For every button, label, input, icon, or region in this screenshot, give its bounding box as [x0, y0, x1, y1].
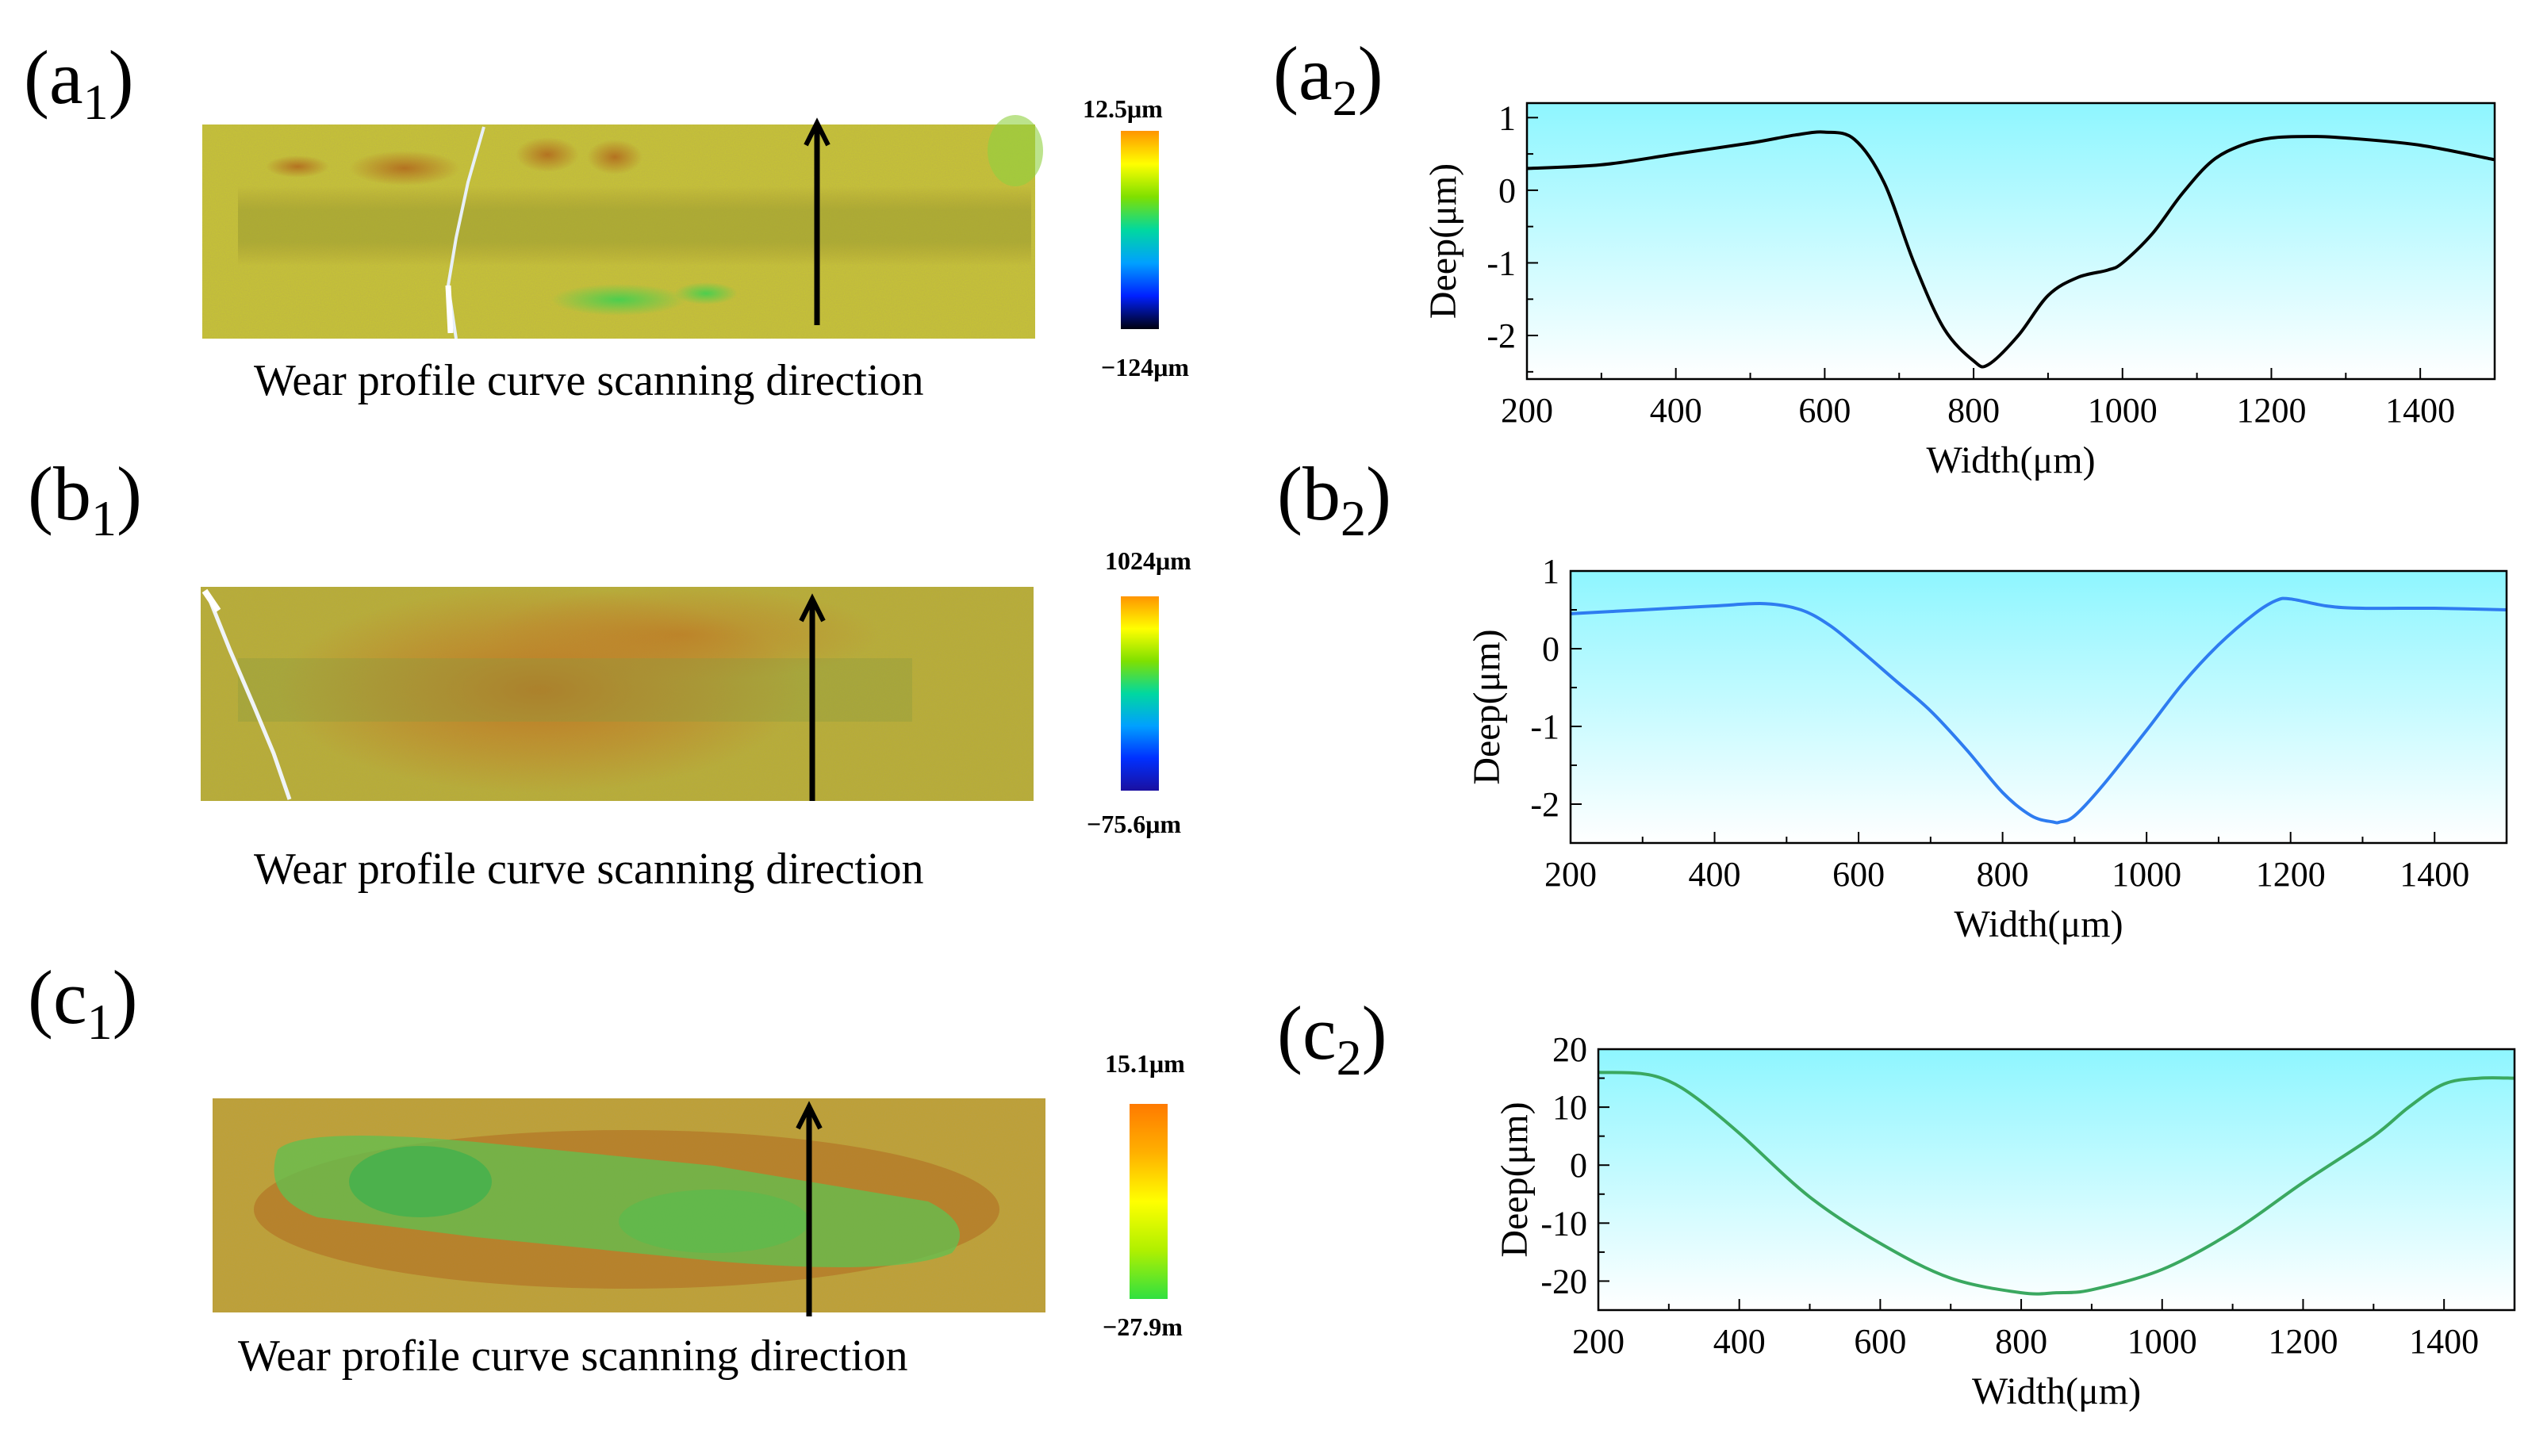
x-axis-title: Width(μm) — [1954, 903, 2123, 945]
panel-label-c2: (c2) — [1277, 990, 1387, 1086]
profile-chart-a2: 200 400 600 800 1000 1200 1400 -2 -1 0 1 Width(μm) D… — [1422, 98, 2496, 481]
colorbar-b1: 1024μm −75.6μm — [1087, 546, 1191, 838]
y-tick-label: 1 — [1498, 98, 1516, 137]
map-caption-a1: Wear profile curve scanning direction — [254, 356, 923, 405]
y-axis-title: Deep(μm) — [1494, 1102, 1536, 1257]
x-tick-label: 600 — [1832, 855, 1885, 894]
x-tick-label: 800 — [1995, 1322, 2047, 1361]
colorbar-max-a1: 12.5μm — [1083, 94, 1163, 123]
y-tick-label: 10 — [1552, 1088, 1587, 1127]
panel-b1: (b1) Wear profile curve scanning directi… — [28, 451, 1191, 894]
y-axis-title: Deep(μm) — [1466, 629, 1508, 784]
x-tick-label: 1400 — [2399, 855, 2469, 894]
y-tick-label: -1 — [1530, 707, 1559, 746]
colorbar-max-b1: 1024μm — [1105, 546, 1191, 575]
colorbar-c1: 15.1μm −27.9m — [1103, 1049, 1185, 1341]
x-tick-label: 1200 — [2236, 391, 2306, 430]
x-tick-label: 1000 — [2127, 1322, 2197, 1361]
colorbar-max-c1: 15.1μm — [1105, 1049, 1185, 1078]
series-line-b2 — [1570, 596, 2507, 825]
y-tick-label: 0 — [1570, 1146, 1587, 1185]
y-tick-label: 0 — [1542, 630, 1559, 669]
map-caption-c1: Wear profile curve scanning direction — [238, 1331, 907, 1381]
y-tick-label: 0 — [1498, 171, 1516, 210]
series-line-c2 — [1598, 1071, 2515, 1296]
x-tick-label: 800 — [1977, 855, 2029, 894]
x-axis-title: Width(μm) — [1926, 439, 2095, 481]
x-tick-label: 400 — [1713, 1322, 1766, 1361]
x-tick-label: 200 — [1544, 855, 1597, 894]
colorbar-min-b1: −75.6μm — [1087, 810, 1181, 838]
x-tick-label: 1000 — [2088, 391, 2158, 430]
plot-background — [1571, 571, 2507, 843]
y-axis-title: Deep(μm) — [1422, 163, 1464, 319]
panel-label-b1: (b1) — [28, 451, 142, 546]
wear-map-c1 — [213, 1098, 1045, 1316]
wear-map-a1 — [202, 115, 1043, 339]
y-tick-label: -10 — [1540, 1204, 1587, 1243]
plot-background — [1527, 103, 2495, 379]
plot-frame — [1525, 102, 2496, 381]
panel-label-c1: (c1) — [28, 955, 138, 1050]
y-tick-label: 20 — [1552, 1030, 1587, 1069]
x-tick-label: 200 — [1572, 1322, 1625, 1361]
profile-chart-c2: 200 400 600 800 1000 1200 1400 -20 -10 0 10 20 Width… — [1494, 1030, 2516, 1412]
panel-label-b2: (b2) — [1277, 451, 1391, 546]
y-tick-label: -2 — [1486, 316, 1516, 355]
x-tick-label: 600 — [1798, 391, 1851, 430]
x-tick-label: 200 — [1501, 391, 1553, 430]
plot-frame — [1597, 1048, 2516, 1312]
plot-background — [1598, 1049, 2515, 1310]
x-axis-title: Width(μm) — [1972, 1370, 2141, 1412]
x-tick-label: 400 — [1650, 391, 1702, 430]
x-tick-label: 1200 — [2268, 1322, 2338, 1361]
y-tick-label: 1 — [1542, 552, 1559, 591]
x-tick-label: 800 — [1947, 391, 2000, 430]
map-caption-b1: Wear profile curve scanning direction — [254, 845, 923, 894]
x-tick-label: 1000 — [2112, 855, 2181, 894]
profile-chart-b2: 200 400 600 800 1000 1200 1400 -2 -1 0 1 Width(μm) D… — [1466, 552, 2508, 945]
plot-frame — [1569, 569, 2508, 845]
panel-a1: (a1) Wear profile curve scanning directi… — [24, 35, 1189, 405]
x-tick-label: 600 — [1854, 1322, 1906, 1361]
panel-c1: (c1) Wear profile curve scanning directi… — [28, 955, 1185, 1381]
panel-label-a1: (a1) — [24, 35, 134, 130]
series-line-a2 — [1526, 130, 2495, 369]
y-tick-label: -2 — [1530, 785, 1559, 824]
colorbar-min-c1: −27.9m — [1103, 1312, 1183, 1341]
x-tick-label: 1400 — [2385, 391, 2455, 430]
x-tick-label: 400 — [1689, 855, 1741, 894]
x-tick-label: 1400 — [2409, 1322, 2479, 1361]
x-tick-label: 1200 — [2256, 855, 2326, 894]
colorbar-min-a1: −124μm — [1101, 353, 1189, 381]
colorbar-a1: 12.5μm −124μm — [1083, 94, 1189, 381]
y-tick-label: -20 — [1540, 1262, 1587, 1301]
wear-map-b1 — [201, 587, 1034, 801]
panel-label-a2: (a2) — [1273, 31, 1383, 126]
y-tick-label: -1 — [1486, 243, 1516, 282]
